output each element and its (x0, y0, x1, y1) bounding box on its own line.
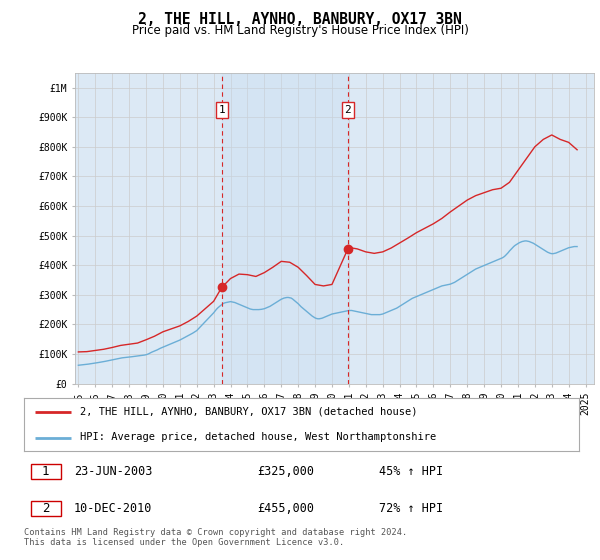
Text: HPI: Average price, detached house, West Northamptonshire: HPI: Average price, detached house, West… (79, 432, 436, 442)
Text: 2, THE HILL, AYNHO, BANBURY, OX17 3BN: 2, THE HILL, AYNHO, BANBURY, OX17 3BN (138, 12, 462, 27)
Text: 1: 1 (42, 465, 49, 478)
Text: 2: 2 (42, 502, 49, 515)
Bar (31, 501, 61, 516)
Bar (222, 73, 348, 384)
Text: 10-DEC-2010: 10-DEC-2010 (74, 502, 152, 515)
Text: £455,000: £455,000 (257, 502, 314, 515)
Text: Price paid vs. HM Land Registry's House Price Index (HPI): Price paid vs. HM Land Registry's House … (131, 24, 469, 36)
Text: 2, THE HILL, AYNHO, BANBURY, OX17 3BN (detached house): 2, THE HILL, AYNHO, BANBURY, OX17 3BN (d… (79, 407, 417, 417)
Text: Contains HM Land Registry data © Crown copyright and database right 2024.: Contains HM Land Registry data © Crown c… (24, 528, 407, 536)
Text: This data is licensed under the Open Government Licence v3.0.: This data is licensed under the Open Gov… (24, 538, 344, 547)
Text: 72% ↑ HPI: 72% ↑ HPI (379, 502, 443, 515)
Text: 1: 1 (218, 105, 225, 115)
Text: 23-JUN-2003: 23-JUN-2003 (74, 465, 152, 478)
Text: £325,000: £325,000 (257, 465, 314, 478)
Text: 45% ↑ HPI: 45% ↑ HPI (379, 465, 443, 478)
Bar (31, 464, 61, 479)
Text: 2: 2 (344, 105, 351, 115)
